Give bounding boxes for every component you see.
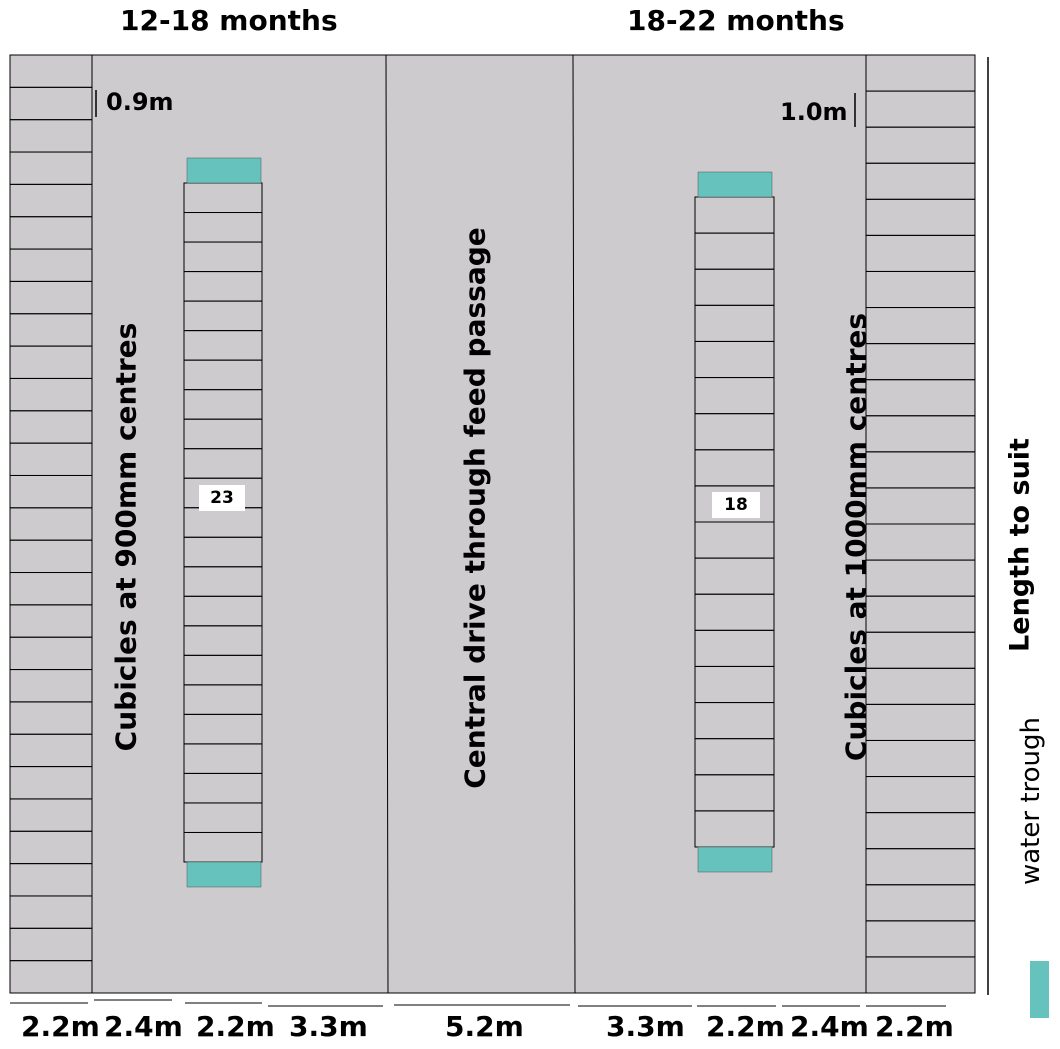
water-trough	[186, 157, 262, 184]
left-group-title: 12-18 months	[120, 4, 338, 37]
left-cubicles-label: Cubicles at 900mm centres	[109, 322, 143, 752]
dimension-label: 2.2m	[706, 1010, 785, 1043]
dimension-label: 3.3m	[289, 1010, 368, 1043]
right-spacing-marker: 1.0m	[780, 98, 848, 126]
left-spacing-marker: 0.9m	[106, 88, 174, 116]
right-cubicle-count: 18	[712, 492, 760, 518]
left-outer-cubicle-row	[9, 54, 93, 994]
water-trough	[697, 846, 773, 873]
water-trough	[697, 171, 773, 198]
dimension-label: 2.2m	[196, 1010, 275, 1043]
water-trough	[186, 861, 262, 888]
dimension-label: 2.4m	[104, 1010, 183, 1043]
left-cubicle-count: 23	[199, 485, 245, 511]
legend-label: water trough	[1016, 716, 1046, 886]
dimension-label: 3.3m	[606, 1010, 685, 1043]
lane-divider	[572, 54, 576, 994]
dimension-label: 2.4m	[790, 1010, 869, 1043]
shed-floor	[9, 54, 976, 994]
cubicle-stall	[9, 960, 93, 994]
central-passage-label: Central drive through feed passage	[458, 227, 492, 789]
right-outer-cubicle-row	[865, 54, 976, 994]
lane-divider	[385, 54, 389, 994]
dimension-label: 2.2m	[875, 1010, 954, 1043]
cubicle-stall	[865, 956, 976, 994]
right-center-cubicle-block	[694, 196, 775, 848]
dimension-label: 2.2m	[21, 1010, 100, 1043]
dimension-label: 5.2m	[445, 1010, 524, 1043]
right-cubicles-label: Cubicles at 1000mm centres	[839, 312, 873, 762]
length-to-suit-label: Length to suit	[1004, 438, 1036, 652]
legend-swatch	[1030, 961, 1049, 1018]
right-group-title: 18-22 months	[627, 4, 845, 37]
